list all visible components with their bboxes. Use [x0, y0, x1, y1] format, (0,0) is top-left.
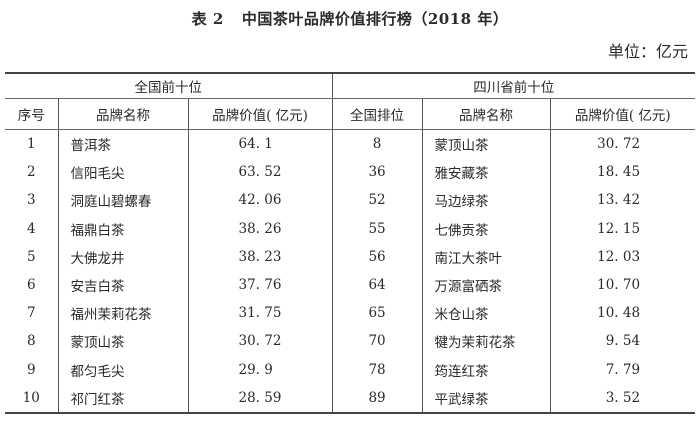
- value-cell-sichuan: 10. 70: [549, 270, 696, 300]
- brand-cell-sichuan: 马边绿茶: [421, 186, 551, 215]
- brand-cell: 信阳毛尖: [57, 158, 188, 187]
- brand-cell: 福州茉莉花茶: [57, 299, 188, 328]
- table-row: 5 大佛龙井 38. 23 56 南江大茶叶 12. 03: [5, 242, 696, 271]
- table-row: 1 普洱茶 64. 1 8 蒙顶山茶 30. 72: [5, 129, 696, 159]
- col-header-index: 序号: [5, 98, 58, 130]
- value-cell-sichuan: 9. 54: [549, 327, 696, 356]
- table-row: 8 蒙顶山茶 30. 72 70 犍为茉莉花茶 9. 54: [5, 327, 696, 356]
- value-cell: 31. 75: [187, 299, 333, 328]
- value-cell: 63. 52: [187, 158, 333, 187]
- national-rank-cell: 70: [331, 327, 423, 356]
- national-rank-cell: 55: [331, 214, 423, 243]
- index-cell: 8: [26, 333, 36, 350]
- brand-cell-sichuan: 米仓山茶: [421, 299, 551, 328]
- national-rank-cell: 89: [331, 383, 423, 413]
- col-header-brand-sichuan: 品牌名称: [421, 98, 551, 130]
- national-rank-cell: 52: [331, 186, 423, 215]
- index-cell: 9: [26, 361, 36, 378]
- unit-label: 单位：亿元: [607, 42, 688, 61]
- value-cell: 64. 1: [187, 129, 333, 159]
- table-row: 4 福鼎白茶 38. 26 55 七佛贡茶 12. 15: [5, 214, 696, 243]
- value-cell-sichuan: 12. 03: [549, 242, 696, 271]
- brand-cell-sichuan: 七佛贡茶: [421, 214, 551, 243]
- national-rank-cell: 65: [331, 299, 423, 328]
- value-cell-sichuan: 18. 45: [549, 158, 696, 187]
- table-caption: 中国茶叶品牌价值排行榜（2018 年）: [241, 10, 509, 28]
- brand-cell: 洞庭山碧螺春: [57, 186, 188, 215]
- value-cell: 30. 72: [187, 327, 333, 356]
- brand-cell: 安吉白茶: [57, 270, 188, 300]
- col-header-national-rank: 全国排位: [331, 98, 423, 130]
- table-number: 表 2: [191, 10, 224, 28]
- brand-cell-sichuan: 雅安藏茶: [421, 158, 551, 187]
- value-cell-sichuan: 10. 48: [549, 299, 696, 328]
- brand-cell: 祁门红茶: [57, 383, 188, 413]
- brand-value-table: 全国前十位 四川省前十位 序号 品牌名称 品牌价值( 亿元) 全国排位 品牌名称…: [5, 72, 696, 414]
- national-rank-cell: 64: [331, 270, 423, 300]
- table-row: 7 福州茉莉花茶 31. 75 65 米仓山茶 10. 48: [5, 299, 696, 328]
- value-cell: 28. 59: [187, 383, 333, 413]
- table-title: 表 2 中国茶叶品牌价值排行榜（2018 年）: [0, 8, 700, 29]
- value-cell: 38. 23: [187, 242, 333, 271]
- group-header-sichuan: 四川省前十位: [331, 73, 696, 99]
- brand-cell-sichuan: 平武绿茶: [421, 383, 551, 413]
- index-cell: 3: [26, 192, 36, 209]
- col-header-value-sichuan: 品牌价值( 亿元): [549, 98, 696, 130]
- group-header-national: 全国前十位: [5, 73, 333, 99]
- index-cell: 5: [26, 248, 36, 265]
- table-row: 2 信阳毛尖 63. 52 36 雅安藏茶 18. 45: [5, 158, 696, 187]
- national-rank-cell: 8: [331, 129, 423, 159]
- brand-cell-sichuan: 犍为茉莉花茶: [421, 327, 551, 356]
- value-cell-sichuan: 13. 42: [549, 186, 696, 215]
- brand-cell: 都匀毛尖: [57, 355, 188, 384]
- brand-cell: 普洱茶: [57, 129, 188, 159]
- index-cell: 4: [26, 220, 36, 237]
- col-header-brand: 品牌名称: [57, 98, 188, 130]
- index-cell: 10: [22, 389, 40, 406]
- value-cell: 29. 9: [187, 355, 333, 384]
- value-cell-sichuan: 30. 72: [549, 129, 696, 159]
- index-cell: 7: [26, 305, 36, 322]
- col-header-value: 品牌价值( 亿元): [187, 98, 333, 130]
- value-cell-sichuan: 7. 79: [549, 355, 696, 384]
- brand-cell: 福鼎白茶: [57, 214, 188, 243]
- brand-cell-sichuan: 筠连红茶: [421, 355, 551, 384]
- index-cell: 6: [26, 277, 36, 294]
- value-cell: 37. 76: [187, 270, 333, 300]
- table-row: 10 祁门红茶 28. 59 89 平武绿茶 3. 52: [5, 383, 696, 413]
- value-cell-sichuan: 12. 15: [549, 214, 696, 243]
- brand-cell: 大佛龙井: [57, 242, 188, 271]
- national-rank-cell: 78: [331, 355, 423, 384]
- table-row: 6 安吉白茶 37. 76 64 万源富硒茶 10. 70: [5, 270, 696, 300]
- national-rank-cell: 36: [331, 158, 423, 187]
- national-rank-cell: 56: [331, 242, 423, 271]
- value-cell: 38. 26: [187, 214, 333, 243]
- brand-cell-sichuan: 万源富硒茶: [421, 270, 551, 300]
- table-row: 3 洞庭山碧螺春 42. 06 52 马边绿茶 13. 42: [5, 186, 696, 215]
- value-cell: 42. 06: [187, 186, 333, 215]
- brand-cell-sichuan: 蒙顶山茶: [421, 129, 551, 159]
- brand-cell: 蒙顶山茶: [57, 327, 188, 356]
- value-cell-sichuan: 3. 52: [549, 383, 696, 413]
- brand-cell-sichuan: 南江大茶叶: [421, 242, 551, 271]
- table-row: 9 都匀毛尖 29. 9 78 筠连红茶 7. 79: [5, 355, 696, 384]
- index-cell: 1: [26, 136, 36, 153]
- index-cell: 2: [26, 164, 36, 181]
